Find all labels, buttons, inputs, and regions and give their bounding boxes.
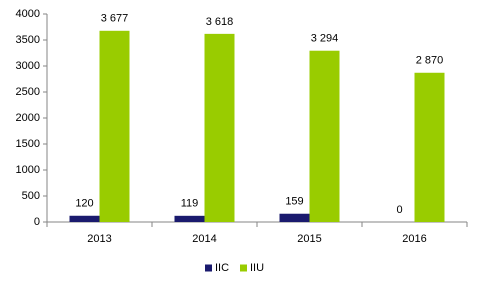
y-tick-label: 1500 (16, 138, 40, 150)
y-tick-label: 4000 (16, 8, 40, 20)
y-tick-label: 2000 (16, 112, 40, 124)
value-label: 0 (396, 204, 402, 216)
bar (414, 72, 445, 222)
value-label: 3 677 (101, 13, 129, 25)
legend-label: IIC (215, 262, 229, 274)
x-tick-label: 2016 (402, 233, 426, 245)
legend-swatch (205, 264, 212, 272)
y-tick-label: 1000 (16, 164, 40, 176)
x-tick-label: 2014 (192, 233, 216, 245)
value-label: 119 (181, 198, 199, 210)
bar (99, 30, 130, 222)
bar (69, 215, 100, 222)
value-label: 2 870 (416, 55, 444, 67)
x-tick-label: 2015 (297, 233, 321, 245)
legend-swatch (240, 264, 247, 272)
value-label: 120 (75, 198, 93, 210)
y-tick-label: 0 (34, 216, 40, 228)
y-tick-label: 3500 (16, 34, 40, 46)
bar (309, 50, 340, 222)
bar (204, 33, 235, 222)
bar (279, 213, 310, 222)
x-tick-label: 2013 (87, 233, 111, 245)
legend-label: IIU (250, 262, 264, 274)
value-label: 159 (285, 196, 303, 208)
bar (174, 215, 205, 222)
y-tick-label: 3000 (16, 60, 40, 72)
value-label: 3 618 (206, 16, 234, 28)
value-label: 3 294 (311, 33, 339, 45)
y-tick-label: 500 (22, 190, 40, 202)
y-tick-label: 2500 (16, 86, 40, 98)
